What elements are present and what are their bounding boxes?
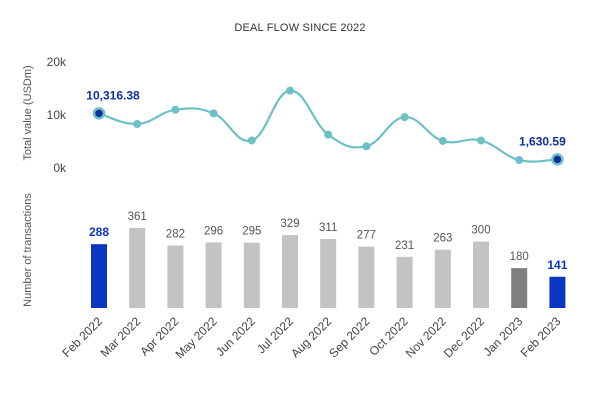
x-tick-label: Sep 2022 bbox=[326, 314, 372, 360]
line-y-tick-label: 10k bbox=[47, 108, 67, 122]
total-value-line bbox=[98, 89, 558, 163]
bar-feb-2023 bbox=[549, 276, 566, 308]
bar-apr-2022 bbox=[167, 245, 184, 308]
bar-value-label: 282 bbox=[166, 229, 185, 241]
x-tick-label: Mar 2022 bbox=[98, 314, 144, 360]
x-tick-label: Jun 2022 bbox=[213, 314, 258, 359]
line-point-jul-2022 bbox=[286, 86, 294, 95]
line-series bbox=[92, 86, 564, 166]
line-point-jun-2022 bbox=[247, 136, 256, 145]
line-data-labels: 10,316.38 1,630.59 bbox=[86, 88, 566, 148]
line-y-axis-label: Total value (USDm) bbox=[22, 65, 34, 160]
bar-jun-2022 bbox=[243, 242, 260, 308]
line-point-sep-2022 bbox=[362, 142, 371, 151]
line-y-tick-label: 20k bbox=[47, 55, 67, 69]
bar-value-label: 288 bbox=[89, 225, 109, 239]
bar-value-label: 231 bbox=[395, 240, 414, 252]
chart-title: DEAL FLOW SINCE 2022 bbox=[234, 22, 365, 34]
x-tick-label: Aug 2022 bbox=[288, 314, 334, 360]
bar-value-label: 361 bbox=[128, 211, 147, 223]
bar-jan-2023 bbox=[511, 268, 528, 308]
line-point-dec-2022 bbox=[477, 136, 485, 145]
line-point-nov-2022 bbox=[438, 136, 447, 145]
x-tick-label: Feb 2022 bbox=[59, 314, 105, 360]
x-tick-label: Feb 2023 bbox=[518, 314, 564, 360]
line-point-oct-2022 bbox=[400, 113, 409, 122]
bar-value-label: 277 bbox=[357, 230, 376, 242]
line-y-tick-label: 0k bbox=[53, 161, 67, 175]
line-point-feb-2022 bbox=[92, 107, 106, 120]
bar-may-2022 bbox=[205, 242, 222, 308]
line-point-may-2022 bbox=[209, 109, 218, 118]
bar-series bbox=[91, 228, 566, 308]
line-value-label: 10,316.38 bbox=[86, 88, 140, 102]
x-tick-label: Nov 2022 bbox=[403, 314, 449, 360]
x-tick-label: May 2022 bbox=[173, 314, 220, 361]
bar-value-label: 311 bbox=[319, 222, 337, 234]
bar-aug-2022 bbox=[320, 239, 337, 308]
bar-oct-2022 bbox=[396, 256, 413, 308]
bar-y-axis-label: Number of transactions bbox=[22, 193, 34, 307]
bar-value-label: 263 bbox=[433, 233, 452, 245]
bar-value-label: 141 bbox=[547, 258, 567, 272]
line-value-label: 1,630.59 bbox=[519, 134, 566, 148]
line-y-ticks: 20k 10k 0k bbox=[47, 55, 67, 175]
line-point-feb-2023 bbox=[551, 153, 564, 166]
bar-value-label: 295 bbox=[242, 226, 261, 238]
line-point-jan-2023 bbox=[515, 156, 524, 165]
bar-nov-2022 bbox=[434, 249, 451, 308]
line-point-aug-2022 bbox=[324, 130, 333, 139]
bar-feb-2022 bbox=[91, 244, 107, 308]
bar-data-labels: 288 361 282 296 295 329 311 277 231 263 300 180 141 bbox=[89, 211, 568, 272]
bar-jul-2022 bbox=[282, 235, 298, 308]
bar-mar-2022 bbox=[129, 228, 146, 308]
bar-value-label: 329 bbox=[280, 218, 299, 230]
x-tick-label: Dec 2022 bbox=[441, 314, 487, 360]
bar-dec-2022 bbox=[473, 241, 489, 308]
line-point-apr-2022 bbox=[171, 105, 180, 114]
bar-value-label: 300 bbox=[471, 225, 490, 237]
bar-value-label: 296 bbox=[204, 225, 223, 237]
line-point-mar-2022 bbox=[133, 120, 142, 129]
bar-value-label: 180 bbox=[510, 251, 529, 263]
bar-sep-2022 bbox=[358, 246, 375, 308]
